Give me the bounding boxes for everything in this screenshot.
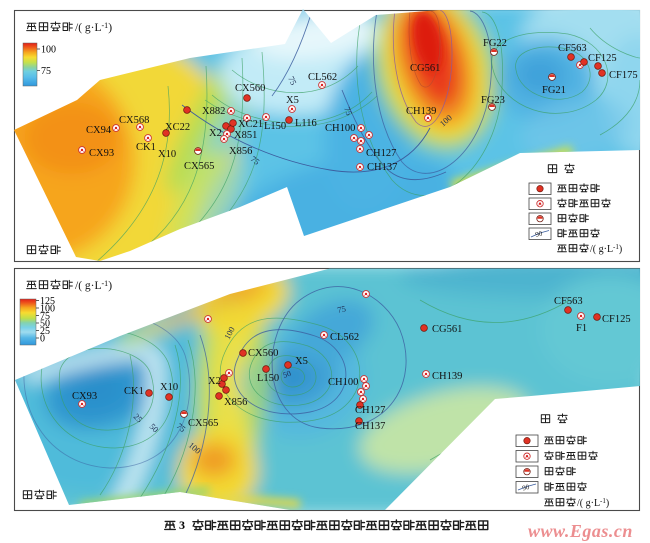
svg-text:CX94: CX94 (86, 125, 112, 136)
svg-text:X2: X2 (208, 376, 221, 387)
svg-text:CL562: CL562 (308, 72, 337, 83)
svg-text:CX560: CX560 (235, 83, 265, 94)
svg-text:100: 100 (40, 304, 55, 315)
svg-text:125: 125 (40, 296, 55, 307)
svg-text:FG22: FG22 (483, 38, 507, 49)
svg-text:XC22: XC22 (165, 122, 190, 133)
svg-text:75: 75 (336, 303, 346, 315)
svg-text:75: 75 (286, 75, 299, 87)
svg-text:X5: X5 (286, 95, 299, 106)
svg-text:CX565: CX565 (188, 418, 218, 429)
svg-text:3: 3 (179, 518, 185, 532)
svg-text:L116: L116 (295, 118, 317, 129)
svg-text:CF125: CF125 (588, 53, 617, 64)
svg-text:CF563: CF563 (554, 296, 583, 307)
svg-text:CG561: CG561 (410, 63, 440, 74)
svg-text:F1: F1 (576, 323, 587, 334)
svg-text:25: 25 (40, 326, 50, 337)
svg-text:0: 0 (40, 334, 45, 345)
svg-text:CK1: CK1 (124, 386, 144, 397)
svg-text:X856: X856 (229, 146, 252, 157)
svg-text:CX93: CX93 (89, 148, 114, 159)
svg-text:CX565: CX565 (184, 161, 214, 172)
svg-text:CG561: CG561 (432, 324, 462, 335)
svg-text:CH137: CH137 (367, 162, 397, 173)
svg-text:50: 50 (282, 369, 293, 380)
svg-text:X5: X5 (295, 356, 308, 367)
svg-text:CF175: CF175 (609, 70, 638, 81)
svg-text:CX93: CX93 (72, 391, 97, 402)
svg-text:CH139: CH139 (432, 371, 462, 382)
svg-text:CH139: CH139 (406, 106, 436, 117)
svg-text:FG21: FG21 (542, 85, 566, 96)
svg-text:XC21: XC21 (238, 119, 263, 130)
svg-text:X856: X856 (224, 397, 247, 408)
svg-text:www.Egas.cn: www.Egas.cn (528, 521, 633, 541)
svg-text:100: 100 (41, 45, 56, 56)
svg-text:CH127: CH127 (355, 405, 385, 416)
svg-text:L150: L150 (257, 373, 279, 384)
svg-text:FG23: FG23 (481, 95, 505, 106)
svg-text:CF563: CF563 (558, 43, 587, 54)
svg-text:X851: X851 (234, 130, 257, 141)
svg-text:X10: X10 (158, 149, 176, 160)
svg-text:CK1: CK1 (136, 142, 156, 153)
svg-text:75: 75 (342, 105, 354, 116)
svg-text:75: 75 (40, 311, 50, 322)
svg-text:CH100: CH100 (328, 377, 358, 388)
svg-text:75: 75 (41, 66, 51, 77)
svg-text:CF125: CF125 (602, 314, 631, 325)
svg-text:CL562: CL562 (330, 332, 359, 343)
svg-text:90: 90 (521, 483, 530, 493)
svg-text:50: 50 (40, 319, 50, 330)
svg-text:CH137: CH137 (355, 421, 385, 432)
svg-text:X882: X882 (202, 106, 225, 117)
svg-text:CX568: CX568 (119, 115, 149, 126)
svg-text:CH100: CH100 (325, 123, 355, 134)
svg-text:90: 90 (534, 229, 543, 239)
svg-text:CX560: CX560 (248, 348, 278, 359)
svg-text:CH127: CH127 (366, 148, 396, 159)
svg-text:X2: X2 (209, 128, 222, 139)
svg-text:X10: X10 (160, 382, 178, 393)
svg-text:L150: L150 (264, 121, 286, 132)
